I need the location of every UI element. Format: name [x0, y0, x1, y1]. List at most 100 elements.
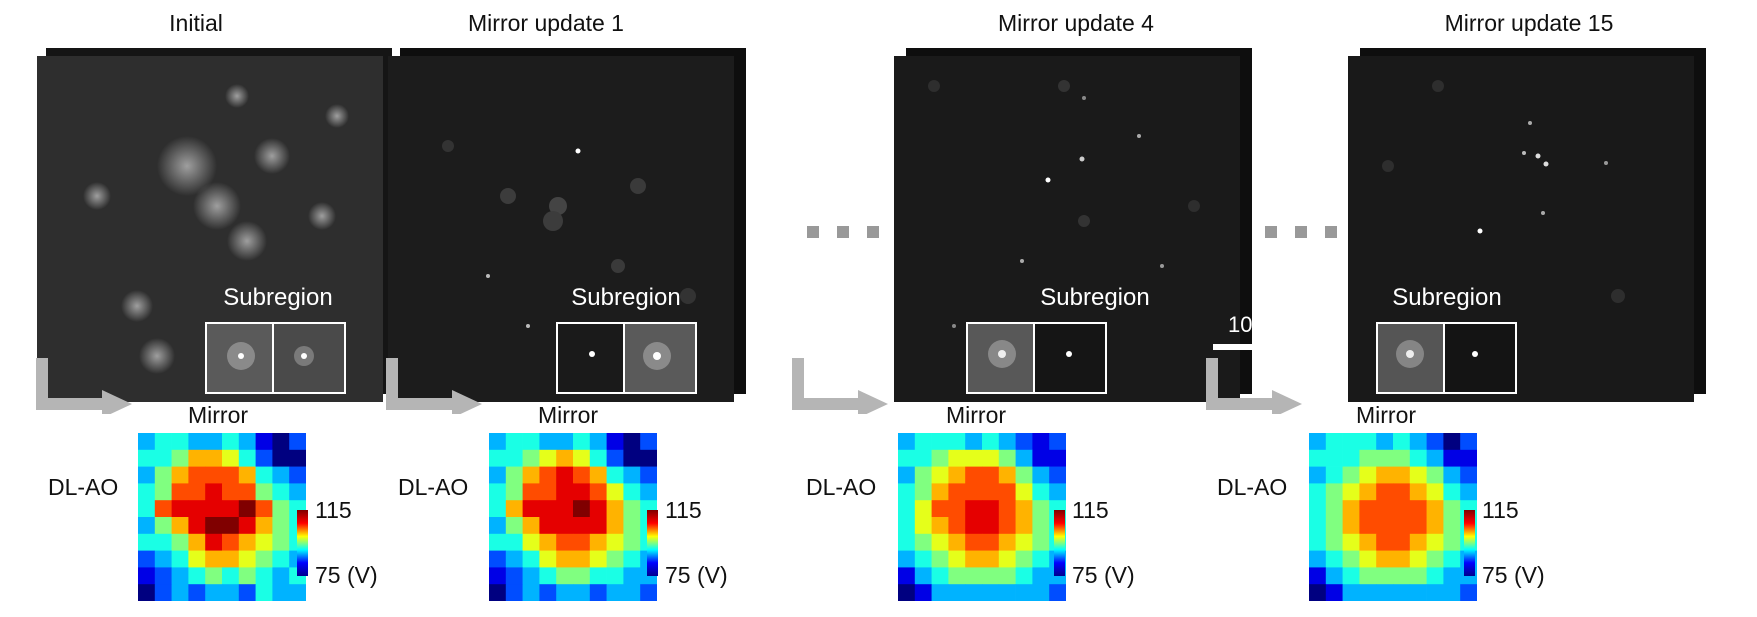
panel-mirror-update-4: Mirror update 4 Subregion DL-AO Mirror 1… — [792, 0, 1252, 617]
heatmap-cell — [1325, 533, 1343, 551]
heatmap-cell — [1342, 584, 1360, 601]
heatmap-cell — [138, 449, 156, 467]
heatmap-cell — [914, 500, 932, 518]
panel-title: Mirror update 4 — [998, 10, 1154, 36]
heatmap-cell — [238, 500, 256, 518]
heatmap-cell — [522, 517, 540, 535]
heatmap-cell — [1359, 466, 1377, 484]
subregion-inset-left — [966, 322, 1040, 394]
heatmap-cell — [931, 550, 949, 568]
heatmap-cell — [965, 517, 983, 535]
arrow-icon — [386, 358, 482, 414]
heatmap-cell — [255, 584, 273, 601]
heatmap-cell — [1049, 433, 1066, 451]
heatmap-cell — [154, 567, 172, 585]
heatmap-cell — [606, 449, 624, 467]
heatmap-cell — [640, 449, 657, 467]
subregion-inset-left — [1376, 322, 1450, 394]
heatmap-cell — [539, 584, 557, 601]
heatmap-cell — [222, 550, 240, 568]
heatmap-cell — [965, 584, 983, 601]
heatmap-cell — [505, 483, 523, 501]
heatmap-cell — [898, 567, 916, 585]
heatmap-cell — [238, 550, 256, 568]
heatmap-cell — [623, 433, 641, 451]
heatmap-cell — [188, 584, 206, 601]
heatmap-cell — [1409, 449, 1427, 467]
heatmap-cell — [205, 466, 223, 484]
heatmap-cell — [982, 483, 1000, 501]
heatmap-cell — [1393, 433, 1411, 451]
heatmap-cell — [272, 550, 290, 568]
heatmap-cell — [1443, 500, 1461, 518]
heatmap-cell — [1426, 466, 1444, 484]
heatmap-cell — [171, 567, 189, 585]
heatmap-cell — [573, 550, 591, 568]
heatmap-cell — [1426, 533, 1444, 551]
heatmap-cell — [931, 449, 949, 467]
heatmap-cell — [1359, 517, 1377, 535]
heatmap-cell — [1325, 466, 1343, 484]
heatmap-cell — [522, 466, 540, 484]
heatmap-cell — [1325, 500, 1343, 518]
heatmap-cell — [188, 517, 206, 535]
heatmap-cell — [138, 550, 156, 568]
heatmap-cell — [914, 533, 932, 551]
heatmap-cell — [154, 500, 172, 518]
microscopy-image — [37, 56, 383, 402]
heatmap-cell — [573, 567, 591, 585]
heatmap-cell — [188, 550, 206, 568]
heatmap-cell — [1049, 466, 1066, 484]
heatmap-cell — [505, 567, 523, 585]
heatmap-cell — [589, 449, 607, 467]
heatmap-cell — [998, 550, 1016, 568]
heatmap-cell — [539, 449, 557, 467]
heatmap-cell — [556, 500, 574, 518]
heatmap-cell — [1015, 533, 1033, 551]
heatmap-cell — [505, 533, 523, 551]
heatmap-cell — [998, 533, 1016, 551]
heatmap-cell — [1426, 433, 1444, 451]
heatmap-cell — [222, 433, 240, 451]
heatmap-cell — [982, 433, 1000, 451]
heatmap-cell — [982, 584, 1000, 601]
heatmap-cell — [948, 567, 966, 585]
heatmap-cell — [238, 584, 256, 601]
heatmap-cell — [1325, 483, 1343, 501]
heatmap-cell — [1460, 433, 1477, 451]
heatmap-cell — [998, 483, 1016, 501]
method-label: DL-AO — [48, 474, 119, 500]
heatmap-cell — [505, 433, 523, 451]
mirror-heatmap — [489, 433, 657, 601]
heatmap-cell — [1309, 517, 1327, 535]
heatmap-cell — [965, 449, 983, 467]
heatmap-cell — [1049, 449, 1066, 467]
heatmap-cell — [171, 533, 189, 551]
heatmap-cell — [1359, 584, 1377, 601]
heatmap-cell — [1032, 567, 1050, 585]
heatmap-cell — [965, 433, 983, 451]
heatmap-cell — [205, 550, 223, 568]
heatmap-cell — [623, 466, 641, 484]
heatmap-cell — [1049, 483, 1066, 501]
heatmap-cell — [222, 500, 240, 518]
heatmap-cell — [982, 466, 1000, 484]
heatmap-cell — [1342, 533, 1360, 551]
heatmap-cell — [931, 500, 949, 518]
heatmap-cell — [1359, 483, 1377, 501]
heatmap-cell — [914, 433, 932, 451]
heatmap-cell — [171, 449, 189, 467]
heatmap-cell — [623, 567, 641, 585]
heatmap-cell — [1393, 550, 1411, 568]
heatmap-cell — [205, 567, 223, 585]
heatmap-cell — [623, 483, 641, 501]
heatmap-cell — [1325, 567, 1343, 585]
heatmap-cell — [505, 466, 523, 484]
heatmap-cell — [1032, 449, 1050, 467]
heatmap-cell — [222, 517, 240, 535]
heatmap-cell — [255, 433, 273, 451]
heatmap-cell — [1460, 466, 1477, 484]
heatmap-cell — [1426, 584, 1444, 601]
heatmap-cell — [623, 517, 641, 535]
heatmap-cell — [154, 550, 172, 568]
